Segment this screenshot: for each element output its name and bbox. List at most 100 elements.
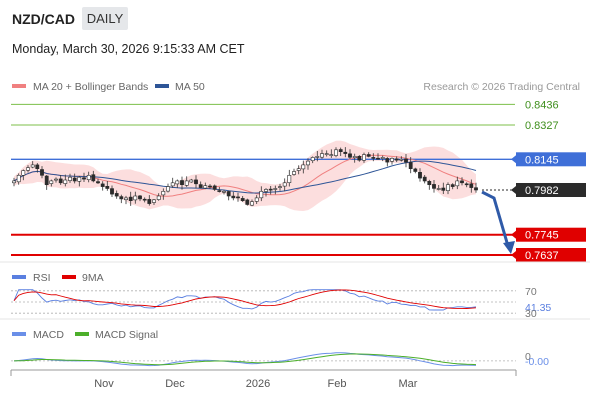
candle-down <box>138 195 142 200</box>
candle-up <box>54 178 58 181</box>
candle-up <box>254 197 259 202</box>
ma20-legend-swatch <box>12 84 26 88</box>
candle-down <box>236 196 240 199</box>
macd-signal-legend-swatch <box>75 332 89 336</box>
level-label-pivot: 0.8145 <box>525 154 559 166</box>
candle-up <box>77 176 82 182</box>
candle-down <box>72 177 77 182</box>
candle-up <box>21 170 26 176</box>
level-label-resistance: 0.8436 <box>525 99 559 111</box>
candle-down <box>226 191 231 197</box>
candle-down <box>198 184 203 188</box>
candle-up <box>170 182 175 187</box>
candle-up <box>12 180 16 184</box>
candle-down <box>128 196 133 202</box>
rsi-legend-label: RSI <box>33 272 51 284</box>
candle-up <box>166 186 170 192</box>
candle-down <box>469 183 474 188</box>
x-tick-label: 2026 <box>246 378 270 390</box>
candle-down <box>180 180 184 185</box>
candle-up <box>16 175 21 183</box>
macd-line <box>13 352 477 367</box>
candle-up <box>390 158 394 162</box>
bollinger-band-area <box>14 140 476 211</box>
candle-up <box>86 175 91 181</box>
level-label-box-last <box>516 183 586 197</box>
level-label-resistance: 0.8327 <box>525 120 559 132</box>
candle-up <box>320 153 324 158</box>
macd-tick-zero: 0 <box>525 351 531 363</box>
candle-up <box>264 189 268 192</box>
candle-down <box>40 169 44 176</box>
candle-down <box>422 176 427 182</box>
candle-up <box>259 191 264 199</box>
candle-down <box>348 153 352 158</box>
candle-up <box>315 156 320 158</box>
candle-up <box>436 188 441 190</box>
level-pointer-support <box>511 230 516 239</box>
x-tick-label: Mar <box>399 378 418 390</box>
candle-down <box>100 183 105 187</box>
candle-down <box>96 181 100 184</box>
candle-down <box>450 184 455 187</box>
candle-up <box>352 156 357 158</box>
candle-down <box>366 154 371 157</box>
candle-up <box>334 149 338 156</box>
ma50-line <box>13 160 477 194</box>
candle-up <box>324 153 329 155</box>
candle-down <box>217 190 222 192</box>
candle-down <box>376 157 380 160</box>
candle-down <box>231 195 236 199</box>
forecast-arrow <box>481 190 515 254</box>
candle-up <box>203 185 208 189</box>
timeframe-badge[interactable] <box>82 7 128 30</box>
level-pointer-pivot <box>511 155 516 164</box>
candle-up <box>189 179 194 183</box>
candle-down <box>240 198 245 201</box>
candle-up <box>30 164 35 168</box>
candle-down <box>441 187 446 191</box>
candle-down <box>35 164 40 169</box>
rsi-tick-30: 30 <box>525 308 537 320</box>
candle-up <box>175 180 180 185</box>
candle-down <box>338 149 343 153</box>
candle-down <box>194 179 198 185</box>
candle-down <box>418 172 422 179</box>
x-axis-ticks: Nov Dec 2026 Feb Mar <box>10 370 517 390</box>
bollinger-band <box>14 140 476 211</box>
candle-up <box>306 160 310 166</box>
ma20-legend-label: MA 20 + Bollinger Bands <box>33 81 148 93</box>
candle-up <box>222 191 226 193</box>
level-pointer-last <box>511 186 516 194</box>
macd-signal-line <box>13 353 477 366</box>
candlesticks <box>12 147 478 207</box>
level-label-last: 0.7982 <box>525 185 559 197</box>
candle-up <box>68 176 72 181</box>
candle-up <box>278 186 282 188</box>
candle-up <box>161 191 166 196</box>
x-tick-label: Nov <box>94 378 114 390</box>
level-label-support: 0.7745 <box>525 230 559 242</box>
candle-down <box>245 199 250 205</box>
rsi-ma-legend-label: 9MA <box>82 272 104 284</box>
rsi-last-value: 41.35 <box>525 302 551 314</box>
candle-up <box>292 171 296 175</box>
candle-down <box>464 183 469 186</box>
candle-down <box>432 184 436 189</box>
ma50-legend-label: MA 50 <box>175 81 205 93</box>
candle-up <box>26 167 30 171</box>
candle-up <box>184 180 189 186</box>
candle-up <box>124 197 128 200</box>
candle-down <box>119 196 124 200</box>
candle-down <box>114 193 119 197</box>
macd-signal-legend-label: MACD Signal <box>95 329 158 341</box>
level-lines <box>11 103 515 256</box>
candle-down <box>268 188 273 191</box>
level-label-box-support <box>516 227 586 242</box>
rsi-legend-swatch <box>12 275 26 279</box>
candle-down <box>110 188 114 195</box>
candle-up <box>296 168 301 171</box>
rsi-line <box>13 289 477 311</box>
candle-down <box>91 174 96 182</box>
